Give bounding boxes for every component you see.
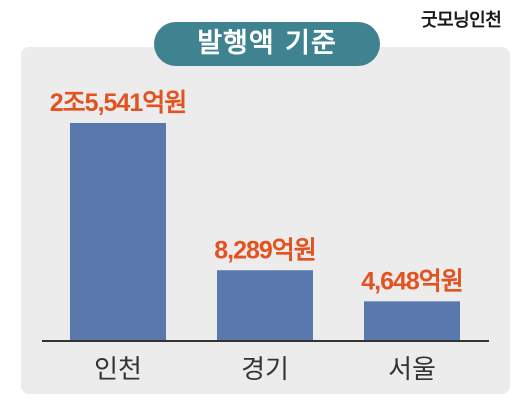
bar-경기 — [217, 270, 313, 341]
data-label-서울: 4,648억원 — [361, 267, 463, 295]
bars-group — [70, 123, 460, 341]
category-label-서울: 서울 — [388, 355, 436, 385]
category-label-인천: 인천 — [94, 355, 142, 385]
brand-logo-text: 굿모닝인천 — [421, 10, 502, 31]
bar-서울 — [364, 301, 460, 341]
category-label-경기: 경기 — [241, 355, 289, 385]
bar-인천 — [70, 123, 166, 341]
data-label-인천: 2조5,541억원 — [50, 89, 186, 117]
data-label-경기: 8,289억원 — [214, 236, 316, 264]
chart-title: 발행액 기준 — [154, 22, 380, 66]
